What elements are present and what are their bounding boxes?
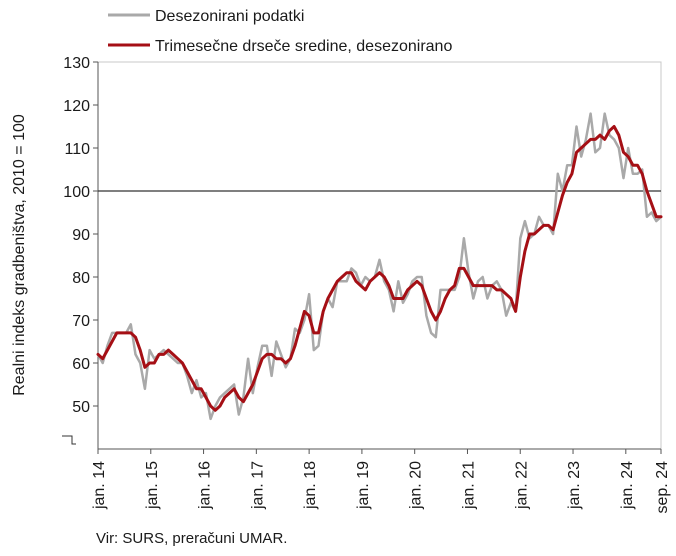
y-tick-label: 70 xyxy=(72,313,90,330)
y-tick-label: 60 xyxy=(72,356,90,373)
plot-area: 50 60 70 80 90 100 110 120 130 jan. 14 jan. 15 jan.… xyxy=(63,55,671,513)
x-tick-label: jan. 14 xyxy=(91,461,108,510)
series-line-desezonirani xyxy=(96,112,663,421)
x-tick-label: jan. 24 xyxy=(619,461,636,510)
axis-break-symbol xyxy=(62,435,76,445)
y-tick-label: 80 xyxy=(72,270,90,287)
y-tick-label: 100 xyxy=(63,184,90,201)
x-tick-label: jan. 21 xyxy=(460,461,477,510)
y-axis-label: Realni indeks gradbeništva, 2010 = 100 xyxy=(11,114,28,396)
y-tick-label: 50 xyxy=(72,399,90,416)
series-line-trimesecne xyxy=(96,125,663,412)
plot-frame xyxy=(97,61,662,450)
x-tick-label: jan. 20 xyxy=(408,461,425,510)
source-note: Vir: SURS, preračuni UMAR. xyxy=(96,530,288,547)
x-tick-label: jan. 15 xyxy=(144,461,161,510)
y-tick-label: 120 xyxy=(63,98,90,115)
x-tick-label: jan. 19 xyxy=(355,461,372,510)
legend-label-trimesecne: Trimesečne drseče sredine, desezonirano xyxy=(155,38,452,55)
legend: Desezonirani podatki Trimesečne drseče s… xyxy=(108,8,452,55)
y-tick-label: 130 xyxy=(63,55,90,72)
y-tick-label: 90 xyxy=(72,227,90,244)
x-tick-label: jan. 18 xyxy=(302,461,319,510)
x-tick-label: jan. 16 xyxy=(197,461,214,510)
legend-label-desezonirani: Desezonirani podatki xyxy=(155,8,304,25)
x-tick-label: jan. 22 xyxy=(513,461,530,510)
x-tick-label: jan. 17 xyxy=(249,461,266,510)
x-tick-label: sep. 24 xyxy=(654,461,671,514)
x-tick-label: jan. 23 xyxy=(566,461,583,510)
y-tick-label: 110 xyxy=(64,141,90,158)
